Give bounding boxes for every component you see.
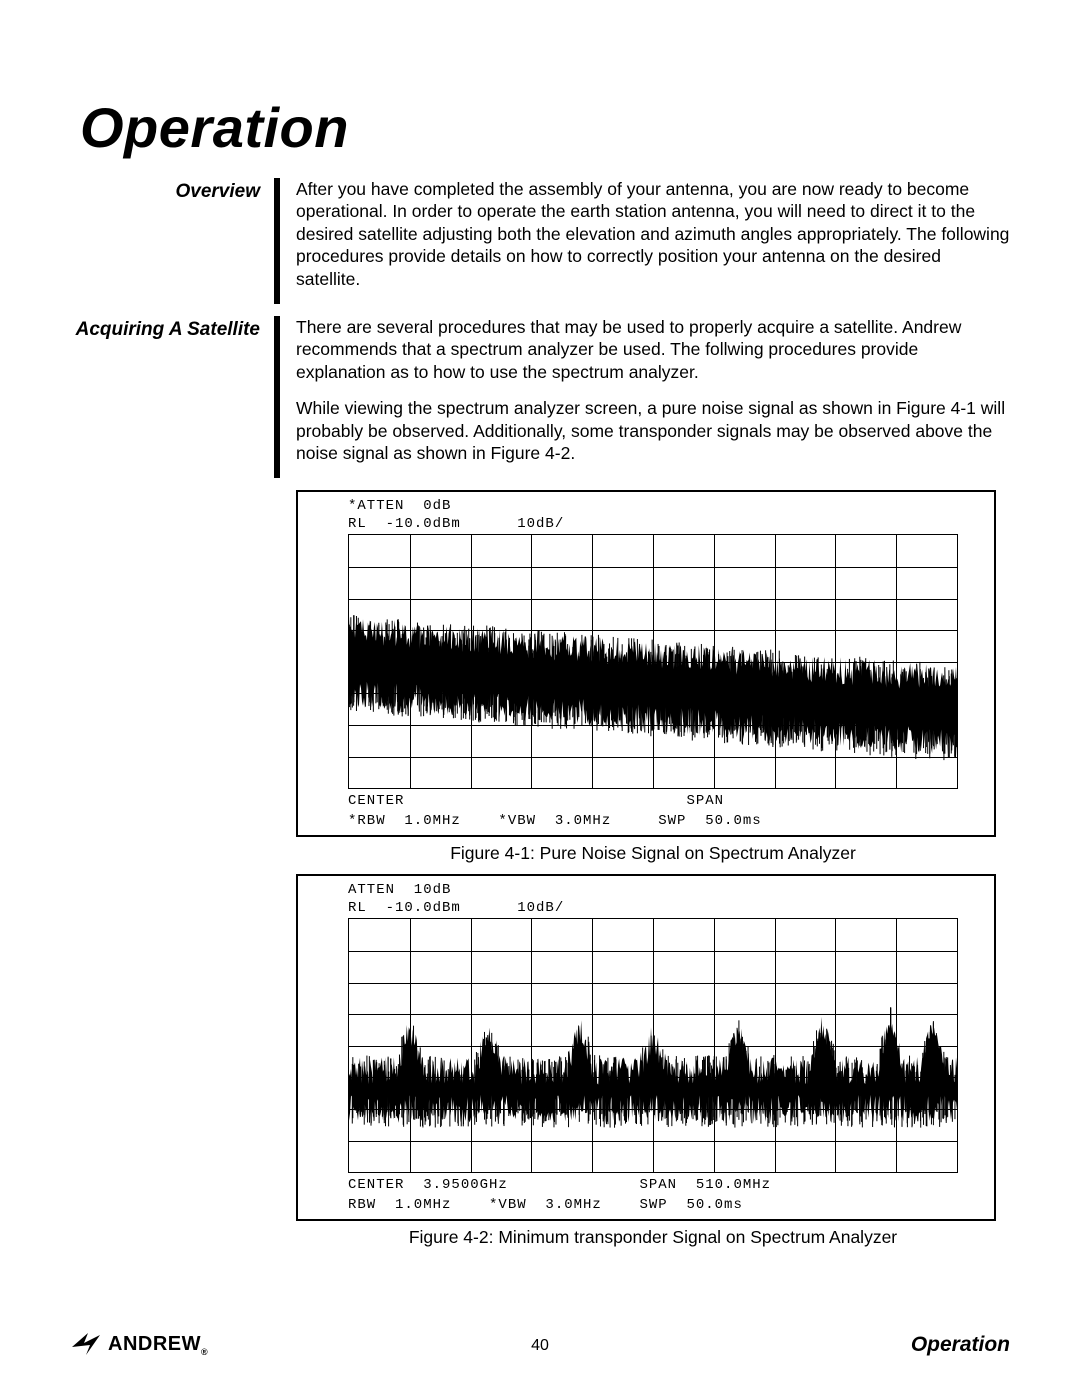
paragraph: While viewing the spectrum analyzer scre…	[296, 397, 1010, 464]
section-body: After you have completed the assembly of…	[280, 178, 1010, 304]
fig-header-line: ATTEN 10dB	[348, 882, 986, 898]
paragraph: After you have completed the assembly of…	[296, 178, 1010, 290]
section-overview: Overview After you have completed the as…	[70, 178, 1010, 304]
page-title: Operation	[70, 95, 1010, 160]
lightning-icon	[70, 1331, 104, 1357]
fig-header-line: *ATTEN 0dB	[348, 498, 986, 514]
fig-header-line: RL -10.0dBm 10dB/	[348, 900, 986, 916]
side-heading: Overview	[70, 178, 280, 304]
logo-text: ANDREW®	[108, 1333, 208, 1357]
figure-4-2-wrap: ATTEN 10dB RL -10.0dBm 10dB/ CENTER 3.95…	[296, 874, 1010, 1248]
figure-4-1-wrap: *ATTEN 0dB RL -10.0dBm 10dB/ CENTER SPAN…	[296, 490, 1010, 864]
spectrum-grid	[348, 534, 958, 789]
logo-reg: ®	[201, 1347, 208, 1357]
fig-footer-line: CENTER 3.9500GHz SPAN 510.0MHz	[348, 1177, 986, 1193]
side-heading-text: Acquiring A Satellite	[70, 316, 260, 342]
andrew-logo: ANDREW®	[70, 1331, 208, 1357]
spectrum-grid	[348, 918, 958, 1173]
page-number: 40	[531, 1337, 549, 1355]
fig-footer-line: CENTER SPAN	[348, 793, 986, 809]
paragraph: There are several procedures that may be…	[296, 316, 1010, 383]
fig-header-line: RL -10.0dBm 10dB/	[348, 516, 986, 532]
side-heading: Acquiring A Satellite	[70, 316, 280, 478]
fig-footer-line: *RBW 1.0MHz *VBW 3.0MHz SWP 50.0ms	[348, 813, 986, 829]
side-heading-text: Overview	[70, 178, 260, 204]
fig-footer-line: RBW 1.0MHz *VBW 3.0MHz SWP 50.0ms	[348, 1197, 986, 1213]
logo-word: ANDREW	[108, 1333, 201, 1355]
section-acquiring: Acquiring A Satellite There are several …	[70, 316, 1010, 478]
section-body: There are several procedures that may be…	[280, 316, 1010, 478]
figure-caption: Figure 4-2: Minimum transponder Signal o…	[296, 1227, 1010, 1248]
figure-caption: Figure 4-1: Pure Noise Signal on Spectru…	[296, 843, 1010, 864]
figure-4-1: *ATTEN 0dB RL -10.0dBm 10dB/ CENTER SPAN…	[296, 490, 996, 837]
figure-4-2: ATTEN 10dB RL -10.0dBm 10dB/ CENTER 3.95…	[296, 874, 996, 1221]
footer-section-name: Operation	[911, 1333, 1010, 1357]
page-footer: ANDREW® 40 Operation	[70, 1331, 1010, 1357]
